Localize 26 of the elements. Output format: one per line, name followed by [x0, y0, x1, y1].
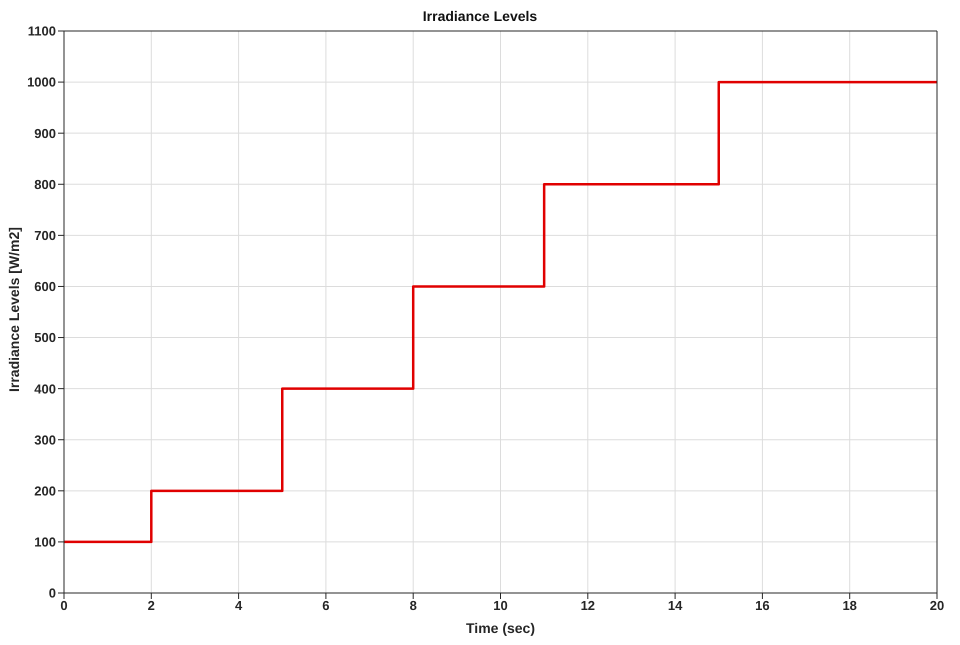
- x-tick-label: 4: [234, 598, 243, 614]
- x-axis-title: Time (sec): [466, 620, 535, 636]
- y-tick-label: 1000: [27, 74, 56, 90]
- x-tick-label: 18: [842, 598, 857, 614]
- y-tick-label: 900: [34, 126, 56, 141]
- y-tick-label: 400: [34, 381, 56, 396]
- y-tick-label: 200: [34, 483, 56, 498]
- y-tick-label: 800: [34, 176, 56, 192]
- x-tick-label: 10: [493, 598, 508, 614]
- y-tick-label: 100: [34, 534, 56, 550]
- chart-title: Irradiance Levels: [422, 8, 538, 24]
- x-tick-label: 2: [148, 598, 155, 614]
- y-tick-label: 500: [34, 330, 56, 346]
- y-tick-label: 0: [48, 586, 56, 601]
- x-tick-label: 12: [580, 598, 596, 614]
- y-axis-title: Irradiance Levels [W/m2]: [6, 227, 22, 392]
- y-tick-label: 300: [34, 432, 56, 448]
- y-tick-label: 1100: [28, 24, 56, 39]
- x-tick-label: 0: [60, 598, 68, 614]
- x-tick-label: 16: [755, 598, 770, 614]
- y-tick-label: 600: [34, 279, 56, 294]
- x-tick-label: 8: [410, 598, 417, 614]
- y-tick-label: 700: [34, 228, 56, 243]
- x-tick-label: 20: [930, 598, 944, 614]
- x-tick-label: 14: [668, 598, 684, 614]
- x-tick-label: 6: [322, 598, 330, 614]
